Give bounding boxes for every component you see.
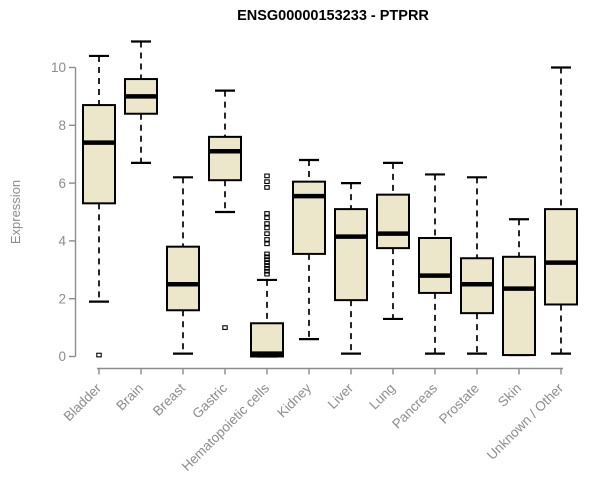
outlier-point: [264, 215, 270, 221]
iqr-box: [544, 208, 578, 306]
x-category-label: Bladder: [61, 380, 105, 424]
x-category-label: Gastric: [189, 380, 230, 421]
outlier-point: [264, 268, 270, 274]
x-category-label: Kidney: [274, 380, 314, 420]
outlier-point: [264, 257, 270, 263]
outlier-point: [264, 241, 270, 247]
y-tick-label: 2: [58, 291, 66, 306]
iqr-box: [292, 180, 326, 255]
x-category-label: Pancreas: [389, 380, 440, 431]
outlier-point: [264, 237, 270, 242]
iqr-box: [376, 193, 410, 250]
outlier-point: [264, 173, 270, 179]
outlier-point: [264, 211, 270, 216]
x-category-label: Liver: [325, 380, 357, 412]
x-category-label: Unknown / Other: [484, 380, 567, 463]
outlier-point: [264, 231, 270, 237]
outlier-point: [264, 179, 270, 185]
outlier-point: [96, 352, 102, 358]
outlier-point: [264, 225, 270, 231]
x-category-label: Breast: [150, 380, 188, 418]
iqr-box: [208, 135, 242, 182]
x-category-label: Brain: [113, 381, 146, 414]
x-category-label: Prostate: [436, 381, 482, 427]
iqr-box: [334, 208, 368, 302]
outlier-point: [264, 221, 270, 226]
outlier-point: [264, 266, 270, 271]
outlier-point: [264, 254, 270, 260]
iqr-box: [250, 322, 284, 358]
outlier-point: [222, 325, 228, 330]
iqr-box: [502, 255, 536, 357]
y-tick-label: 4: [58, 234, 66, 249]
x-category-label: Lung: [366, 381, 398, 413]
y-tick-label: 0: [58, 349, 66, 364]
outlier-point: [264, 185, 270, 190]
iqr-box: [418, 237, 452, 294]
outlier-point: [264, 263, 270, 268]
y-tick-label: 8: [58, 118, 66, 133]
chart-title: ENSG00000153233 - PTPRR: [237, 8, 429, 24]
outlier-point: [264, 251, 270, 257]
iqr-box: [166, 245, 200, 312]
y-tick-label: 10: [51, 60, 66, 75]
y-axis-label: Expression: [8, 180, 23, 244]
y-tick-label: 6: [58, 176, 66, 191]
x-category-label: Skin: [495, 381, 524, 410]
outlier-point: [264, 271, 270, 277]
outlier-point: [264, 260, 270, 265]
iqr-box: [82, 104, 116, 205]
